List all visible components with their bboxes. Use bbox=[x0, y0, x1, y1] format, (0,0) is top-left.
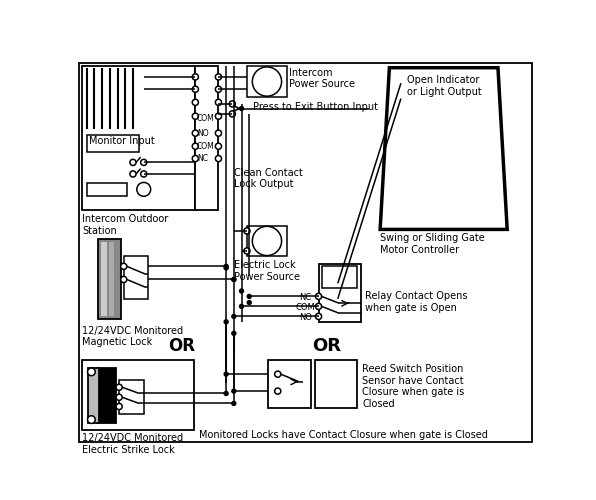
Circle shape bbox=[137, 182, 151, 196]
Circle shape bbox=[240, 304, 243, 308]
Circle shape bbox=[315, 314, 322, 320]
Text: Swing or Sliding Gate
Motor Controller: Swing or Sliding Gate Motor Controller bbox=[380, 233, 485, 255]
Bar bbox=[82, 66, 195, 210]
Circle shape bbox=[215, 86, 222, 92]
Circle shape bbox=[193, 130, 198, 136]
Circle shape bbox=[224, 372, 228, 376]
Circle shape bbox=[232, 389, 236, 393]
Text: 12/24VDC Monitored
Electric Strike Lock: 12/24VDC Monitored Electric Strike Lock bbox=[82, 434, 184, 455]
Circle shape bbox=[88, 368, 95, 376]
Circle shape bbox=[275, 371, 281, 377]
Circle shape bbox=[252, 67, 281, 96]
Circle shape bbox=[224, 392, 228, 396]
Bar bbox=[315, 360, 357, 408]
Bar bbox=[124, 256, 148, 298]
Bar bbox=[109, 242, 114, 316]
Bar bbox=[82, 360, 194, 430]
Circle shape bbox=[120, 264, 127, 270]
Bar bbox=[98, 238, 120, 320]
Text: OR: OR bbox=[169, 337, 195, 355]
Circle shape bbox=[116, 384, 122, 390]
Circle shape bbox=[116, 394, 122, 400]
Text: Clean Contact
Lock Output: Clean Contact Lock Output bbox=[234, 168, 303, 190]
Circle shape bbox=[397, 94, 405, 102]
Circle shape bbox=[232, 278, 236, 281]
Circle shape bbox=[247, 300, 251, 304]
Text: NO: NO bbox=[299, 314, 312, 322]
Bar bbox=[247, 66, 287, 97]
Circle shape bbox=[229, 111, 235, 117]
Bar bbox=[119, 380, 144, 414]
Bar bbox=[87, 136, 139, 152]
Bar bbox=[98, 368, 116, 424]
Bar bbox=[247, 226, 287, 256]
Circle shape bbox=[193, 113, 198, 119]
Polygon shape bbox=[380, 68, 507, 230]
Bar bbox=[318, 264, 361, 322]
Circle shape bbox=[224, 320, 228, 324]
Bar bbox=[195, 66, 219, 210]
Text: Monitor Input: Monitor Input bbox=[89, 136, 155, 146]
Circle shape bbox=[120, 276, 127, 282]
Circle shape bbox=[215, 74, 222, 80]
Circle shape bbox=[116, 404, 122, 409]
Circle shape bbox=[240, 289, 243, 293]
Circle shape bbox=[215, 113, 222, 119]
Text: COM: COM bbox=[197, 142, 215, 152]
Circle shape bbox=[240, 106, 243, 110]
Text: COM: COM bbox=[197, 114, 215, 123]
Circle shape bbox=[130, 160, 136, 166]
Text: OR: OR bbox=[312, 337, 341, 355]
Text: Press to Exit Button Input: Press to Exit Button Input bbox=[253, 102, 378, 113]
Circle shape bbox=[215, 130, 222, 136]
Circle shape bbox=[193, 86, 198, 92]
Circle shape bbox=[193, 100, 198, 105]
Text: Intercom Outdoor
Station: Intercom Outdoor Station bbox=[82, 214, 169, 236]
Circle shape bbox=[141, 160, 147, 166]
Circle shape bbox=[215, 156, 222, 162]
Circle shape bbox=[193, 74, 198, 80]
Circle shape bbox=[130, 171, 136, 177]
Circle shape bbox=[252, 226, 281, 256]
Circle shape bbox=[315, 294, 322, 300]
Circle shape bbox=[232, 332, 236, 336]
Text: NC: NC bbox=[299, 294, 312, 302]
Bar bbox=[88, 368, 99, 424]
Circle shape bbox=[215, 100, 222, 105]
Text: Open Indicator
or Light Output: Open Indicator or Light Output bbox=[407, 76, 482, 97]
Bar bbox=[322, 266, 357, 288]
Circle shape bbox=[232, 314, 236, 318]
Circle shape bbox=[193, 156, 198, 162]
Text: Electric Lock
Power Source: Electric Lock Power Source bbox=[234, 260, 300, 282]
Circle shape bbox=[315, 304, 322, 310]
Bar bbox=[101, 242, 107, 316]
Text: Relay Contact Opens
when gate is Open: Relay Contact Opens when gate is Open bbox=[365, 291, 467, 312]
Circle shape bbox=[275, 388, 281, 394]
Bar bbox=[87, 183, 127, 196]
Circle shape bbox=[232, 278, 236, 281]
Circle shape bbox=[88, 416, 95, 424]
Circle shape bbox=[232, 402, 236, 406]
Circle shape bbox=[224, 266, 228, 270]
Text: Monitored Locks have Contact Closure when gate is Closed: Monitored Locks have Contact Closure whe… bbox=[199, 430, 488, 440]
Text: COM: COM bbox=[296, 304, 315, 312]
Circle shape bbox=[244, 248, 250, 254]
Circle shape bbox=[229, 101, 235, 107]
Circle shape bbox=[141, 171, 147, 177]
Text: 12/24VDC Monitored
Magnetic Lock: 12/24VDC Monitored Magnetic Lock bbox=[82, 326, 184, 347]
Bar bbox=[268, 360, 311, 408]
Circle shape bbox=[193, 143, 198, 150]
Bar bbox=[392, 72, 492, 114]
Circle shape bbox=[215, 143, 222, 150]
Circle shape bbox=[397, 79, 405, 87]
Circle shape bbox=[244, 228, 250, 234]
Text: NO: NO bbox=[197, 130, 209, 138]
Text: Reed Switch Position
Sensor have Contact
Closure when gate is
Closed: Reed Switch Position Sensor have Contact… bbox=[362, 364, 465, 409]
Text: NC: NC bbox=[197, 154, 208, 163]
Circle shape bbox=[224, 264, 228, 268]
Circle shape bbox=[247, 294, 251, 298]
Text: Intercom
Power Source: Intercom Power Source bbox=[289, 68, 355, 90]
